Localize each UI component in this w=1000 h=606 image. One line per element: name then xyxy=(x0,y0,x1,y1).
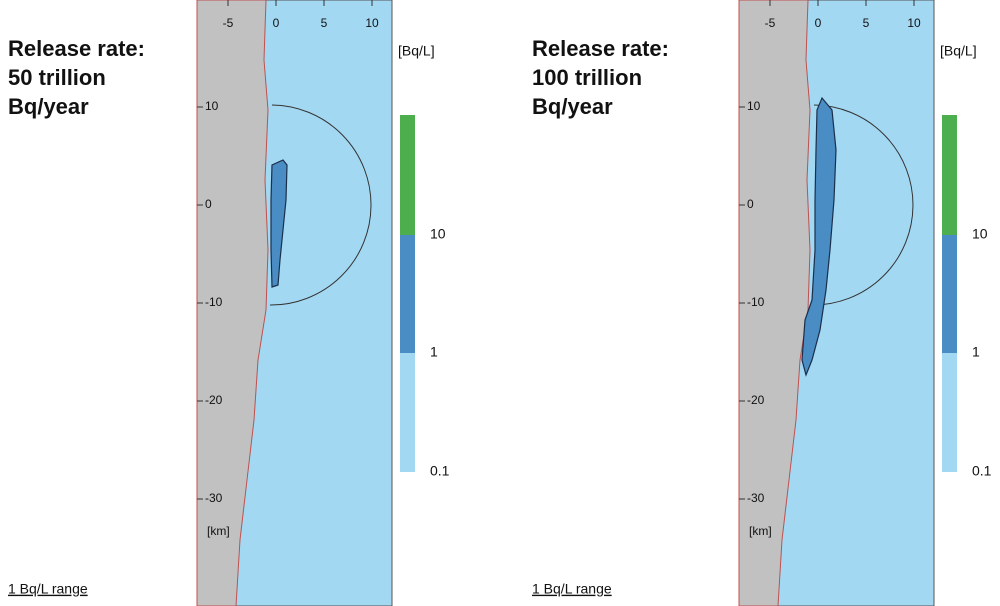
x-tick-label: 10 xyxy=(365,16,379,30)
panel-title: Release rate: xyxy=(8,36,145,61)
panel-title: Bq/year xyxy=(532,94,613,119)
y-tick-label: -30 xyxy=(205,491,223,505)
panel-title: 100 trillion xyxy=(532,65,642,90)
y-tick-label: -20 xyxy=(205,393,223,407)
x-tick-label: 0 xyxy=(273,16,280,30)
legend-label: 10 xyxy=(430,226,446,242)
legend-band xyxy=(400,115,415,235)
x-tick-label: 0 xyxy=(815,16,822,30)
panel-title: Release rate: xyxy=(532,36,669,61)
panel-title: Bq/year xyxy=(8,94,89,119)
legend-band xyxy=(942,353,957,472)
land xyxy=(196,0,269,606)
y-tick-label: 10 xyxy=(205,99,219,113)
x-tick-label: 5 xyxy=(863,16,870,30)
x-tick-label: -5 xyxy=(223,16,234,30)
panel: Release rate: 100 trillion Bq/year 1 Bq/L … xyxy=(532,0,992,606)
x-tick-label: 10 xyxy=(907,16,921,30)
y-tick-label: 0 xyxy=(747,197,754,211)
x-tick-label: -5 xyxy=(765,16,776,30)
legend-label: 1 xyxy=(972,344,980,360)
km-label: [km] xyxy=(207,524,230,538)
x-tick-label: 5 xyxy=(321,16,328,30)
km-label: [km] xyxy=(749,524,772,538)
legend-band xyxy=(400,235,415,353)
plume xyxy=(270,159,288,288)
legend-band xyxy=(942,235,957,353)
y-tick-label: 0 xyxy=(205,197,212,211)
panel-title: 50 trillion xyxy=(8,65,106,90)
footnote: 1 Bq/L range xyxy=(8,581,88,597)
legend-unit: [Bq/L] xyxy=(398,43,435,59)
legend-unit: [Bq/L] xyxy=(940,43,977,59)
legend-band xyxy=(400,353,415,472)
legend-label: 10 xyxy=(972,226,988,242)
y-tick-label: 10 xyxy=(747,99,761,113)
y-tick-label: -20 xyxy=(747,393,765,407)
y-tick-label: -10 xyxy=(747,295,765,309)
panel: Release rate: 50 trillion Bq/year 1 Bq/L r… xyxy=(8,0,450,606)
y-tick-label: -10 xyxy=(205,295,223,309)
plume xyxy=(801,96,837,377)
legend-label: 1 xyxy=(430,344,438,360)
legend-label: 0.1 xyxy=(972,463,992,479)
footnote: 1 Bq/L range xyxy=(532,581,612,597)
y-tick-label: -30 xyxy=(747,491,765,505)
legend-band xyxy=(942,115,957,235)
legend-label: 0.1 xyxy=(430,463,450,479)
range-circle xyxy=(811,104,914,306)
range-circle xyxy=(269,104,372,306)
